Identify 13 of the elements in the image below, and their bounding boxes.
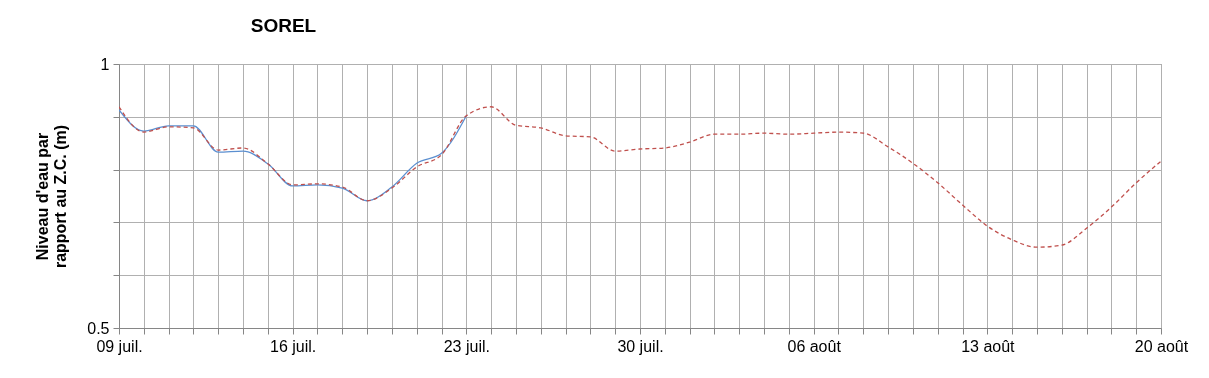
y-axis-title: Niveau d'eau par rapport au Z.C. (m) xyxy=(34,124,70,269)
x-tick-label: 09 juil. xyxy=(96,337,143,355)
y-tick-label: 0.5 xyxy=(87,319,110,337)
x-tick-label: 20 août xyxy=(1134,337,1189,355)
x-tick-label: 23 juil. xyxy=(443,337,490,355)
chart-title: SOREL xyxy=(250,15,317,36)
line-series xyxy=(119,106,1161,248)
x-tick-label: 30 juil. xyxy=(617,337,664,355)
x-tick-label: 06 août xyxy=(787,337,842,355)
line-series xyxy=(119,109,467,202)
x-tick-label: 16 juil. xyxy=(270,337,317,355)
x-tick-label: 13 août xyxy=(961,337,1016,355)
y-tick-label: 1 xyxy=(100,55,110,73)
